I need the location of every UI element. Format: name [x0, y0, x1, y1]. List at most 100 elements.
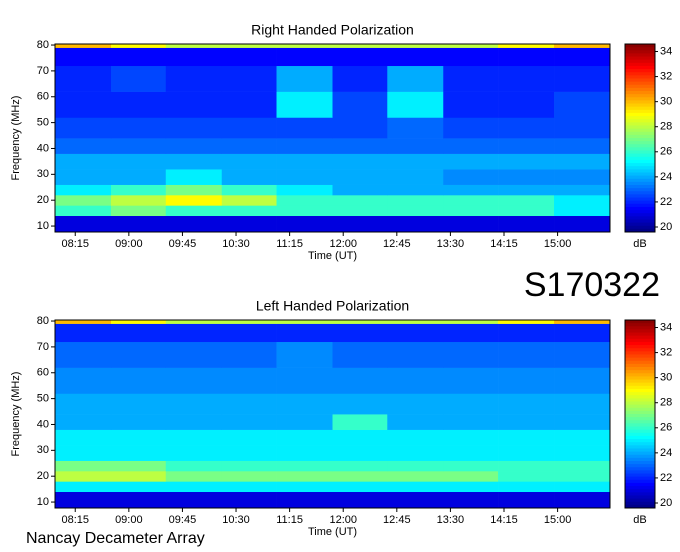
y-tick-label: 60 [37, 367, 49, 379]
heatmap-cell [387, 47, 444, 67]
colorbar-swatch [625, 103, 655, 108]
colorbar-swatch [625, 420, 655, 424]
heatmap-cell [276, 195, 333, 206]
colorbar-swatch [625, 116, 655, 120]
colorbar-swatch [625, 363, 655, 368]
colorbar-swatch [625, 59, 655, 64]
heatmap-cell [55, 341, 112, 368]
colorbar-tick-label: 22 [660, 196, 672, 208]
heatmap-cell [221, 481, 277, 493]
heatmap-cell [276, 481, 333, 493]
heatmap-cell [165, 414, 223, 430]
heatmap-cell [276, 153, 333, 170]
heatmap-cell [165, 138, 223, 154]
colorbar-swatch [625, 225, 655, 230]
x-tick-label: 15:00 [544, 514, 572, 526]
colorbar-swatch [625, 163, 655, 167]
colorbar-swatch [625, 445, 655, 449]
heatmap-cell [165, 169, 223, 185]
colorbar-swatch [625, 479, 655, 484]
colorbar-swatch [625, 216, 655, 220]
heatmap-cell [276, 169, 333, 185]
heatmap-cell [554, 44, 611, 48]
colorbar-tick-label: 34 [660, 321, 672, 333]
heatmap-cell [276, 429, 333, 446]
heatmap-cell [387, 481, 444, 493]
heatmap-cell [165, 65, 223, 92]
heatmap-cell [554, 471, 611, 482]
x-tick-label: 09:00 [115, 238, 143, 250]
heatmap-cell [554, 445, 611, 461]
colorbar-swatch [625, 166, 655, 170]
colorbar-swatch [625, 197, 655, 202]
heatmap-cell [276, 65, 333, 92]
heatmap-cell [554, 341, 611, 368]
heatmap-cell [165, 320, 223, 324]
colorbar-swatch [625, 407, 655, 412]
y-tick-label: 70 [37, 65, 49, 77]
colorbar-swatch [625, 56, 655, 61]
heatmap-cell [498, 341, 555, 368]
x-tick-label: 10:30 [222, 514, 250, 526]
x-tick-label: 11:15 [276, 514, 303, 526]
colorbar-swatch [625, 432, 655, 437]
heatmap-cell [221, 169, 277, 185]
colorbar-swatch [625, 398, 655, 402]
heatmap-cell [498, 491, 555, 509]
heatmap-cell [554, 367, 611, 394]
x-tick-label: 12:00 [329, 514, 357, 526]
heatmap-cell [554, 481, 611, 493]
heatmap-cell [165, 471, 223, 482]
heatmap-cell [165, 153, 223, 170]
colorbar-swatch [625, 476, 655, 481]
credit: Nancay Decameter Array [26, 530, 205, 547]
colorbar-swatch [625, 72, 655, 76]
heatmap-cell [332, 323, 388, 343]
heatmap-cell [498, 215, 555, 233]
colorbar-swatch [625, 382, 655, 387]
heatmap-cell [165, 91, 223, 118]
colorbar-swatch [625, 379, 655, 384]
x-tick-label: 15:00 [544, 238, 572, 250]
colorbar-swatch [625, 457, 655, 462]
heatmap-cell [387, 367, 444, 394]
heatmap-cell [55, 367, 112, 394]
colorbar-swatch [625, 44, 655, 48]
colorbar-frame [624, 319, 656, 509]
colorbar-swatch [625, 454, 655, 459]
colorbar-swatch [625, 200, 655, 205]
heatmap-cell [443, 117, 499, 139]
observation-label: S170322 [524, 266, 660, 304]
heatmap-cell [554, 169, 611, 185]
heatmap-cell [498, 117, 555, 139]
heatmap-cell [332, 481, 388, 493]
heatmap-cell [554, 215, 611, 233]
colorbar-swatch [625, 191, 655, 195]
heatmap-cell [332, 320, 388, 324]
heatmap-cell [165, 215, 223, 233]
colorbar-swatch [625, 175, 655, 180]
heatmap-cell [221, 323, 277, 343]
plot-frame [54, 43, 611, 233]
heatmap-cell [221, 91, 277, 118]
colorbar-label: dB [633, 238, 646, 250]
colorbar-swatch [625, 504, 655, 509]
heatmap-cell [110, 323, 167, 343]
y-tick-label: 10 [37, 496, 49, 508]
heatmap-cell [110, 138, 167, 154]
colorbar-swatch [625, 360, 655, 365]
colorbar-swatch [625, 125, 655, 130]
heatmap-cell [165, 445, 223, 461]
heatmap-cell [165, 429, 223, 446]
heatmap-cell [498, 367, 555, 394]
heatmap-cell [221, 195, 277, 206]
heatmap-cell [165, 460, 223, 472]
colorbar-tick-label: 22 [660, 472, 672, 484]
colorbar-swatch [625, 429, 655, 434]
colorbar-swatch [625, 169, 655, 173]
heatmap-cell [55, 460, 112, 472]
colorbar-swatch [625, 348, 655, 352]
colorbar-swatch [625, 62, 655, 67]
heatmap-cell [554, 195, 611, 206]
heatmap-cell [332, 47, 388, 67]
